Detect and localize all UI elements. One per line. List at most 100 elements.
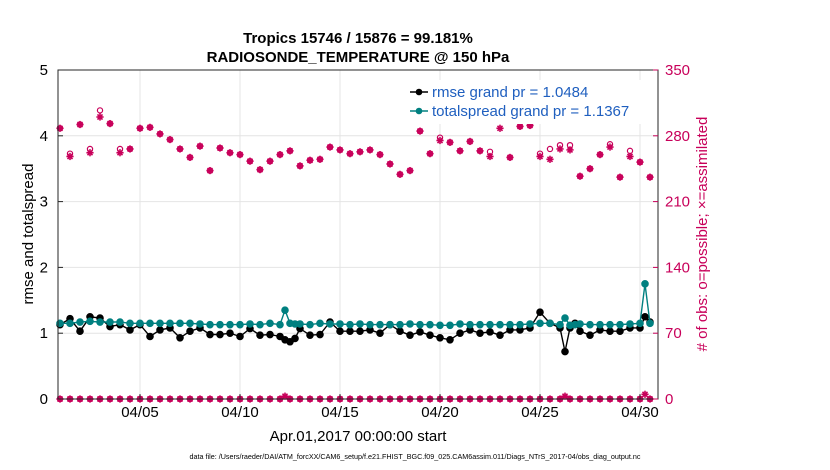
obs-assimilated-marker xyxy=(116,149,124,157)
obs-assimilated-marker xyxy=(566,146,574,154)
legend-swatch-marker xyxy=(415,107,423,115)
y-axis-label-left: rmse and totalspread xyxy=(20,164,37,305)
obs-assimilated-marker xyxy=(376,151,384,159)
totalspread-point xyxy=(156,319,164,328)
rmse-point xyxy=(536,308,544,316)
rmse-point xyxy=(496,331,504,339)
totalspread-point xyxy=(416,320,424,329)
totalspread-point xyxy=(646,319,654,328)
obs-assimilated-marker xyxy=(626,152,634,161)
rmse-point xyxy=(416,328,424,336)
obs-assimilated-marker xyxy=(396,170,404,178)
legend-rmse-label: rmse grand pr = 1.0484 xyxy=(432,84,588,101)
totalspread-point xyxy=(186,319,194,328)
totalspread-point xyxy=(176,319,184,328)
obs-possible-marker xyxy=(96,107,104,114)
obs-assimilated-marker xyxy=(316,155,324,163)
totalspread-point xyxy=(426,320,434,329)
rmse-point xyxy=(291,334,299,343)
ticks: 0 1 2 3 4 5 0 70 140 210 280 350 04/05 04/10 04/15 04/2… xyxy=(40,62,690,421)
chart-title-line2: RADIOSONDE_TEMPERATURE @ 150 hPa xyxy=(207,49,510,66)
obs-assimilated-marker xyxy=(356,148,364,156)
totalspread-point xyxy=(516,320,524,329)
legend-totalspread-label: totalspread grand pr = 1.1367 xyxy=(432,103,629,120)
obs-assimilated-marker xyxy=(466,137,474,146)
totalspread-point xyxy=(526,320,534,328)
obs-assimilated-marker xyxy=(556,145,564,153)
obs-assimilated-marker xyxy=(196,142,204,150)
obs-assimilated-marker xyxy=(546,155,554,163)
obs-assimilated-marker xyxy=(106,119,114,128)
totalspread-point xyxy=(106,318,114,326)
totalspread-point xyxy=(386,320,394,329)
totalspread-point xyxy=(276,320,284,329)
obs-assimilated-marker xyxy=(306,156,314,164)
obs-assimilated-marker xyxy=(426,150,434,158)
obs-assimilated-marker xyxy=(366,146,374,154)
rmse-point xyxy=(436,334,444,342)
obs-assimilated-marker xyxy=(576,172,584,180)
obs-assimilated-marker xyxy=(266,157,274,165)
totalspread-point xyxy=(456,320,464,328)
obs-assimilated-marker xyxy=(596,151,604,159)
rmse-point xyxy=(206,330,214,339)
rmse-point xyxy=(456,329,464,338)
totalspread-point xyxy=(216,320,224,329)
obs-assimilated-marker xyxy=(86,149,94,157)
totalspread-point xyxy=(281,306,289,314)
totalspread-point xyxy=(166,319,174,328)
rmse-point xyxy=(266,330,274,339)
rmse-point xyxy=(336,327,344,336)
totalspread-point xyxy=(196,320,204,328)
obs-assimilated-marker xyxy=(406,166,414,175)
rmse-point xyxy=(586,331,594,339)
rmse-point xyxy=(76,327,84,336)
x-tick-label: 04/05 xyxy=(121,404,159,421)
obs-assimilated-marker xyxy=(616,173,624,181)
x-tick-label: 04/25 xyxy=(521,404,559,421)
obs-assimilated-marker xyxy=(136,124,144,132)
obs-assimilated-marker xyxy=(486,152,494,161)
totalspread-point xyxy=(596,320,604,329)
rmse-point xyxy=(641,312,649,321)
totalspread-point xyxy=(306,320,314,329)
rmse-point xyxy=(316,330,324,339)
rmse-point xyxy=(226,329,234,338)
totalspread-point xyxy=(376,320,384,329)
obs-assimilated-marker xyxy=(336,146,344,154)
y-right-tick-label: 350 xyxy=(665,62,690,79)
obs-assimilated-marker xyxy=(96,113,104,121)
obs-assimilated-marker xyxy=(236,151,244,159)
rmse-point xyxy=(476,329,484,338)
rmse-point xyxy=(346,327,354,336)
rmse-point xyxy=(306,331,314,339)
obs-assimilated-marker xyxy=(386,160,394,168)
rmse-point xyxy=(236,332,244,341)
y-right-tick-label: 210 xyxy=(665,194,690,211)
footer-data-file: data file: /Users/raeder/DAI/ATM_forcXX/… xyxy=(190,452,641,461)
obs-assimilated-marker xyxy=(346,150,354,158)
obs-assimilated-marker xyxy=(456,147,464,155)
obs-assimilated-marker xyxy=(76,120,84,129)
rmse-point xyxy=(216,330,224,339)
y-right-tick-label: 0 xyxy=(665,391,673,408)
totalspread-point xyxy=(266,319,274,328)
y-left-tick-label: 4 xyxy=(40,128,48,145)
rmse-point xyxy=(446,335,454,344)
y-left-tick-label: 0 xyxy=(40,391,48,408)
totalspread-point xyxy=(636,319,644,328)
totalspread-point xyxy=(641,280,649,288)
obs-possible-marker xyxy=(546,145,554,153)
totalspread-point xyxy=(256,320,264,329)
plot-frame xyxy=(57,69,659,400)
totalspread-point xyxy=(606,320,614,329)
chart-title-line1: Tropics 15746 / 15876 = 99.181% xyxy=(243,30,473,47)
totalspread-point xyxy=(226,320,234,329)
totalspread-point xyxy=(146,319,154,328)
obs-assimilated-marker xyxy=(166,135,174,144)
obs-assimilated-marker xyxy=(606,143,614,151)
totalspread-point xyxy=(346,320,354,329)
obs-assimilated-marker xyxy=(276,151,284,159)
totalspread-point xyxy=(561,314,569,322)
obs-assimilated-marker xyxy=(296,162,304,170)
